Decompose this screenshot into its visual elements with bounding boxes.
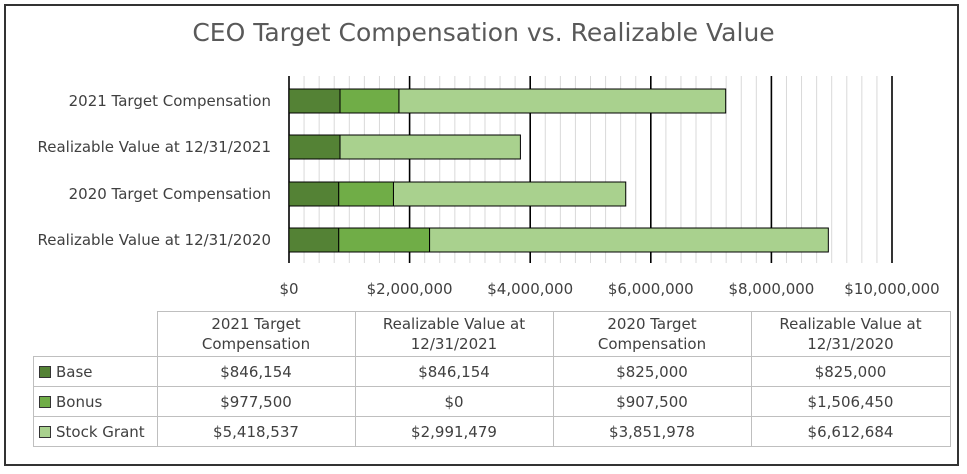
data-table-corner [33, 311, 158, 357]
category-label: 2020 Target Compensation [69, 185, 271, 203]
table-cell: $2,991,479 [354, 416, 554, 447]
category-label: 2021 Target Compensation [69, 92, 271, 110]
bar-segment-base [288, 181, 340, 207]
data-table-col-header: 2020 Target Compensation [552, 311, 752, 357]
legend-swatch-stock-grant-icon [39, 425, 51, 438]
bar-segment-stock-grant [398, 88, 727, 114]
bar-segment-bonus [338, 181, 394, 207]
table-cell: $825,000 [552, 356, 752, 387]
table-cell: $5,418,537 [156, 416, 356, 447]
category-label: Realizable Value at 12/31/2020 [37, 231, 271, 249]
x-tick-label: $2,000,000 [367, 280, 453, 298]
bar-segment-base [288, 88, 341, 114]
bar-segment-bonus [339, 88, 400, 114]
x-tick-label: $8,000,000 [728, 280, 814, 298]
data-table: 2021 Target Compensation Realizable Valu… [33, 311, 951, 447]
table-cell: $977,500 [156, 386, 356, 417]
bar-segment-stock-grant [339, 134, 521, 160]
x-tick-label: $4,000,000 [487, 280, 573, 298]
legend-key-stock-grant: Stock Grant [33, 416, 158, 447]
x-tick-label: $0 [279, 280, 298, 298]
table-cell: $6,612,684 [750, 416, 951, 447]
table-cell: $1,506,450 [750, 386, 951, 417]
data-table-row-bonus: Bonus $977,500 $0 $907,500 $1,506,450 [33, 386, 951, 417]
data-table-row-stock-grant: Stock Grant $5,418,537 $2,991,479 $3,851… [33, 416, 951, 447]
bar-segment-stock-grant [392, 181, 627, 207]
table-cell: $846,154 [156, 356, 356, 387]
legend-key-base: Base [33, 356, 158, 387]
bar-segment-bonus [338, 227, 431, 253]
table-cell: $907,500 [552, 386, 752, 417]
table-cell: $846,154 [354, 356, 554, 387]
legend-swatch-base-icon [39, 365, 51, 378]
data-table-header-row: 2021 Target Compensation Realizable Valu… [33, 311, 951, 357]
x-tick-label: $6,000,000 [608, 280, 694, 298]
table-cell: $3,851,978 [552, 416, 752, 447]
bar-segment-stock-grant [429, 227, 829, 253]
data-table-col-header: 2021 Target Compensation [156, 311, 356, 357]
bar-chart: 2021 Target Compensation Realizable Value… [37, 76, 940, 298]
bar-segment-base [288, 227, 340, 253]
bar-segment-base [288, 134, 341, 160]
x-tick-label: $10,000,000 [844, 280, 939, 298]
table-cell: $825,000 [750, 356, 951, 387]
legend-key-bonus: Bonus [33, 386, 158, 417]
data-table-row-base: Base $846,154 $846,154 $825,000 $825,000 [33, 356, 951, 387]
category-label: Realizable Value at 12/31/2021 [37, 138, 271, 156]
data-table-col-header: Realizable Value at 12/31/2020 [750, 311, 951, 357]
table-cell: $0 [354, 386, 554, 417]
legend-swatch-bonus-icon [39, 395, 51, 408]
chart-title: CEO Target Compensation vs. Realizable V… [192, 18, 775, 47]
data-table-col-header: Realizable Value at 12/31/2021 [354, 311, 554, 357]
